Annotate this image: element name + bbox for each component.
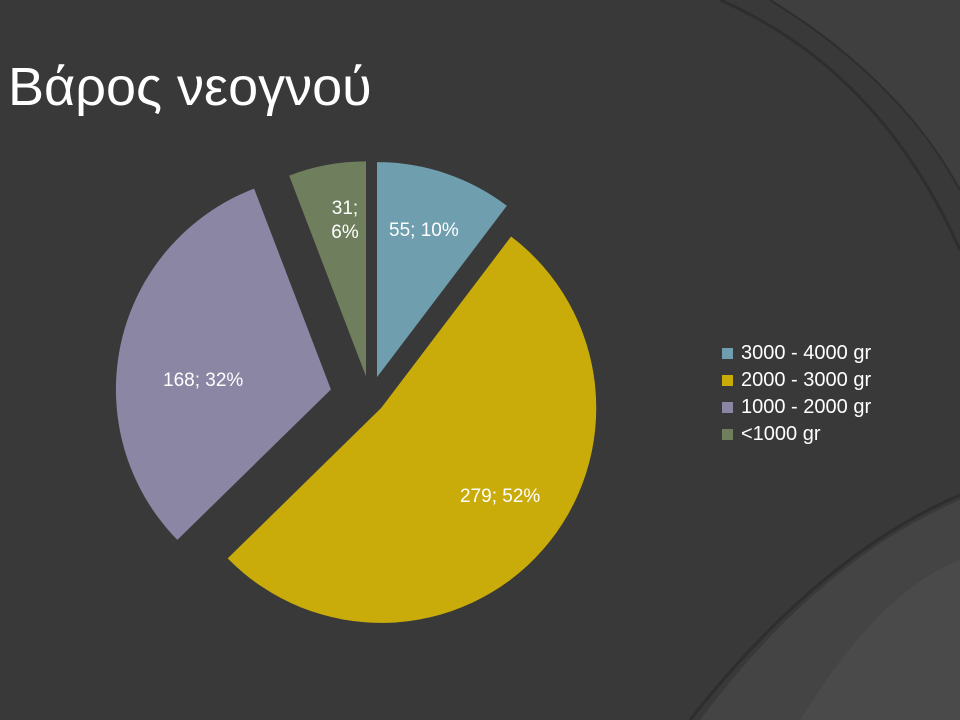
legend-swatch <box>722 348 733 359</box>
data-label: 31; 6% <box>331 198 359 243</box>
pie-slice <box>377 162 507 378</box>
pie-slice <box>227 236 597 623</box>
legend-swatch <box>722 429 733 440</box>
legend-item: 2000 - 3000 gr <box>722 367 871 394</box>
legend-swatch <box>722 402 733 413</box>
pie-slice <box>115 188 331 540</box>
legend-label: 2000 - 3000 gr <box>741 369 872 391</box>
legend-label: <1000 gr <box>741 423 821 445</box>
legend-item: <1000 gr <box>722 421 871 448</box>
chart-title: Βάρος νεογνού <box>8 57 372 117</box>
chart-legend: 3000 - 4000 gr 2000 - 3000 gr 1000 - 2000 … <box>722 340 871 448</box>
data-label: 55; 10% <box>389 220 459 241</box>
data-label: 279; 52% <box>460 486 540 507</box>
data-label: 168; 32% <box>163 370 243 391</box>
legend-item: 1000 - 2000 gr <box>722 394 871 421</box>
legend-item: 3000 - 4000 gr <box>722 340 871 367</box>
legend-label: 1000 - 2000 gr <box>741 396 872 418</box>
legend-swatch <box>722 375 733 386</box>
legend-label: 3000 - 4000 gr <box>741 342 872 364</box>
pie-slice <box>289 161 367 377</box>
